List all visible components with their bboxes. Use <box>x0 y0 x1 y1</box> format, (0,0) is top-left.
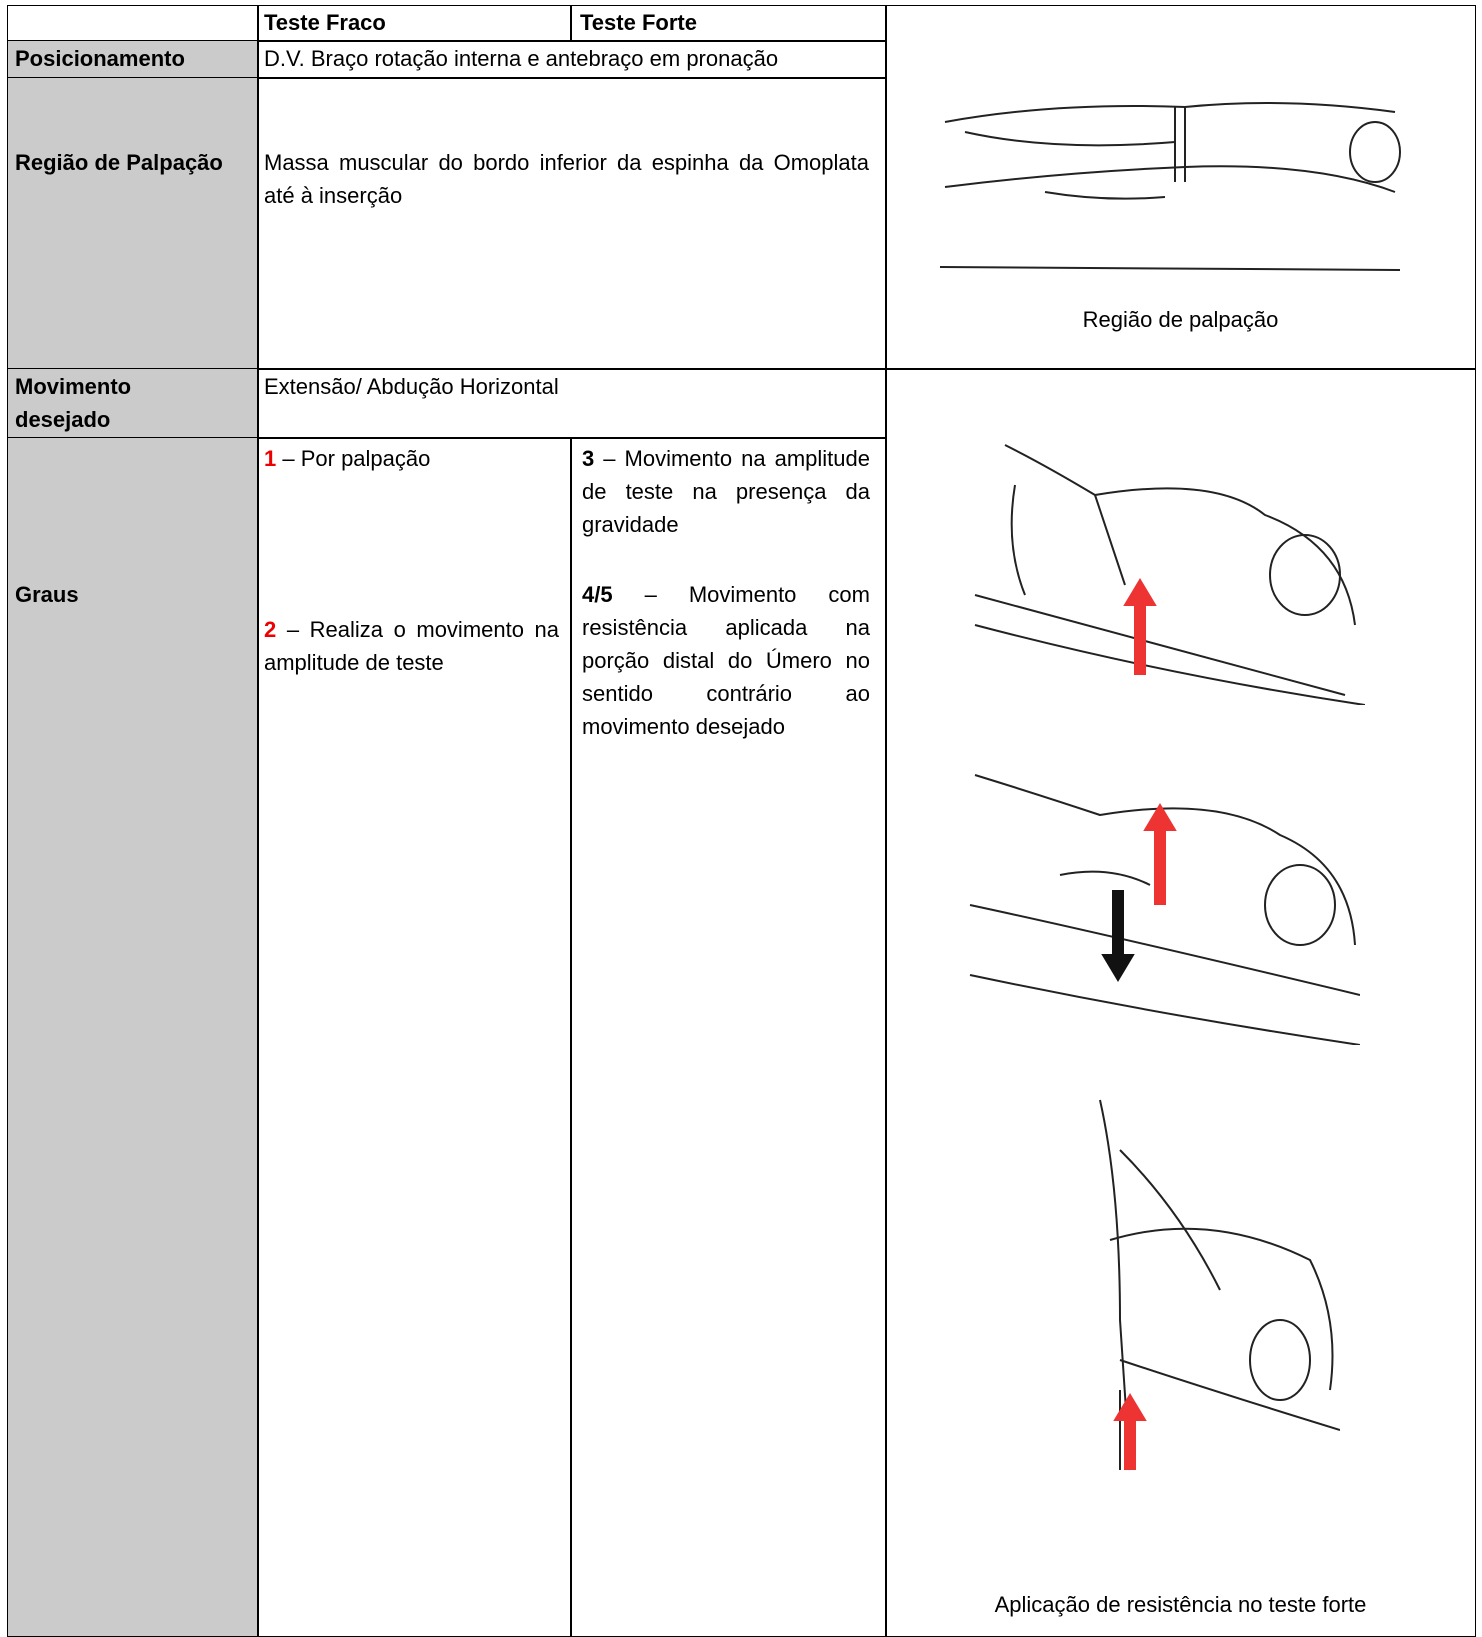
illustration <box>939 102 1401 271</box>
row-label: Posicionamento <box>15 46 185 71</box>
cell <box>7 368 259 439</box>
header: Teste Fraco <box>264 10 386 35</box>
cell <box>570 5 887 42</box>
grade-text: – Movimento na amplitude de teste na pre… <box>582 446 870 537</box>
row-label: Graus <box>15 582 79 607</box>
caption: Região de palpação <box>1082 307 1279 332</box>
cell <box>885 5 1476 370</box>
row-label: Região de Palpação <box>15 150 223 175</box>
illustration <box>974 444 1365 705</box>
cell-text: Extensão/ Abdução Horizontal <box>264 374 559 399</box>
cell <box>257 5 572 42</box>
illustration <box>969 774 1360 1045</box>
cell <box>7 437 259 1637</box>
grade: 2 <box>264 617 277 642</box>
row-label: Movimento desejado <box>15 374 132 432</box>
grade-text: – Por palpação <box>282 446 431 471</box>
caption: Aplicação de resistência no teste forte <box>994 1592 1367 1617</box>
grade-text: – Realiza o movimento na amplitude de te… <box>264 617 559 675</box>
grade: 1 <box>264 446 277 471</box>
cell <box>257 368 887 439</box>
grade-text: – Movimento com resistência aplicada na … <box>582 582 870 739</box>
header: Teste Forte <box>580 10 697 35</box>
cell <box>257 77 887 370</box>
cell <box>7 77 259 370</box>
cell <box>257 40 887 79</box>
grade: 4/5 <box>582 582 613 607</box>
cell <box>7 5 259 42</box>
grade: 3 <box>582 446 595 471</box>
cell-text: Massa muscular do bordo inferior da espi… <box>264 150 869 208</box>
cell-text: D.V. Braço rotação interna e antebraço e… <box>264 46 779 71</box>
illustration <box>1099 1099 1340 1471</box>
